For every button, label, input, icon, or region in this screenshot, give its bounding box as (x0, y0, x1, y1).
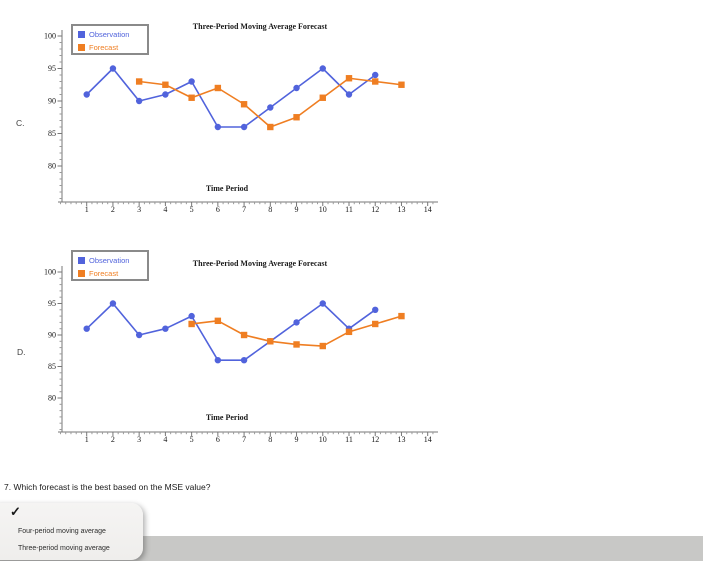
svg-text:95: 95 (48, 299, 56, 308)
chart-d-label: D. (17, 347, 26, 357)
svg-text:9: 9 (295, 435, 299, 444)
svg-text:3: 3 (137, 435, 141, 444)
legend-chart-c: Observation Forecast (71, 24, 149, 55)
svg-text:12: 12 (371, 435, 379, 444)
svg-text:11: 11 (345, 435, 353, 444)
svg-text:1: 1 (85, 205, 89, 214)
legend-label-observation: Observation (89, 30, 130, 39)
legend-label-forecast: Forecast (89, 269, 119, 278)
svg-text:11: 11 (345, 205, 353, 214)
svg-text:8: 8 (268, 435, 272, 444)
svg-text:Three-Period Moving Average Fo: Three-Period Moving Average Forecast (193, 259, 328, 268)
svg-text:4: 4 (163, 435, 167, 444)
legend-chart-d: Observation Forecast (71, 250, 149, 281)
legend-item-observation: Observation (78, 28, 147, 41)
menu-option-four-period[interactable]: Four-period moving average (18, 528, 106, 535)
svg-text:80: 80 (48, 162, 56, 171)
svg-text:80: 80 (48, 394, 56, 403)
svg-text:14: 14 (424, 205, 432, 214)
svg-text:2: 2 (111, 205, 115, 214)
svg-text:3: 3 (137, 205, 141, 214)
answer-dropdown-menu[interactable]: ✓ Four-period moving average Three-perio… (0, 503, 143, 560)
chart-c-label: C. (16, 118, 25, 128)
svg-text:85: 85 (48, 129, 56, 138)
legend-label-forecast: Forecast (89, 43, 119, 52)
svg-text:8: 8 (268, 205, 272, 214)
svg-text:Three-Period Moving Average Fo: Three-Period Moving Average Forecast (193, 22, 328, 31)
svg-text:90: 90 (48, 97, 56, 106)
svg-text:13: 13 (397, 205, 405, 214)
legend-item-observation: Observation (78, 254, 147, 267)
svg-text:100: 100 (44, 268, 56, 277)
svg-text:13: 13 (397, 435, 405, 444)
svg-text:14: 14 (424, 435, 432, 444)
forecast-swatch-icon (78, 270, 85, 277)
svg-text:Time Period: Time Period (206, 413, 249, 422)
svg-text:6: 6 (216, 205, 220, 214)
svg-text:100: 100 (44, 32, 56, 41)
svg-text:85: 85 (48, 362, 56, 371)
legend-item-forecast: Forecast (78, 267, 147, 280)
svg-text:90: 90 (48, 331, 56, 340)
legend-label-observation: Observation (89, 256, 130, 265)
svg-text:95: 95 (48, 64, 56, 73)
forecast-swatch-icon (78, 44, 85, 51)
svg-text:5: 5 (190, 205, 194, 214)
svg-text:4: 4 (163, 205, 167, 214)
menu-option-three-period[interactable]: Three-period moving average (18, 545, 110, 552)
svg-text:10: 10 (319, 435, 327, 444)
svg-text:12: 12 (371, 205, 379, 214)
observation-swatch-icon (78, 31, 85, 38)
legend-item-forecast: Forecast (78, 41, 147, 54)
svg-text:6: 6 (216, 435, 220, 444)
svg-text:1: 1 (85, 435, 89, 444)
svg-text:7: 7 (242, 205, 246, 214)
svg-text:Time Period: Time Period (206, 184, 249, 193)
svg-text:9: 9 (295, 205, 299, 214)
svg-text:10: 10 (319, 205, 327, 214)
checkmark-icon: ✓ (10, 504, 21, 519)
svg-text:5: 5 (190, 435, 194, 444)
svg-text:7: 7 (242, 435, 246, 444)
observation-swatch-icon (78, 257, 85, 264)
svg-text:2: 2 (111, 435, 115, 444)
question-text: 7. Which forecast is the best based on t… (4, 482, 211, 492)
